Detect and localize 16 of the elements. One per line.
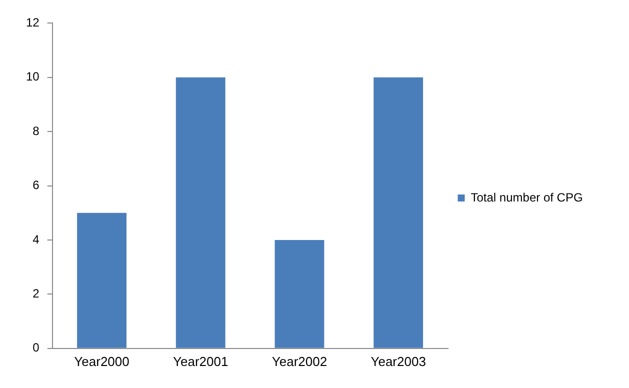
x-tick-label: Year2003 bbox=[370, 354, 426, 369]
y-tick-label: 2 bbox=[32, 286, 40, 301]
y-tick-label: 12 bbox=[26, 16, 40, 30]
bar bbox=[374, 77, 424, 348]
y-tick-label: 6 bbox=[32, 178, 40, 192]
x-tick-label: Year2000 bbox=[74, 354, 130, 369]
x-tick-label: Year2002 bbox=[272, 354, 328, 369]
y-tick-label: 0 bbox=[32, 340, 40, 355]
bar bbox=[274, 240, 324, 348]
y-tick-label: 8 bbox=[32, 124, 40, 138]
bar bbox=[77, 212, 126, 348]
y-tick-label: 4 bbox=[32, 232, 40, 246]
y-tick-label: 10 bbox=[26, 70, 40, 84]
bar bbox=[176, 77, 226, 348]
x-tick-label: Year2001 bbox=[173, 354, 228, 369]
legend-label: Total number of CPG bbox=[470, 190, 583, 204]
